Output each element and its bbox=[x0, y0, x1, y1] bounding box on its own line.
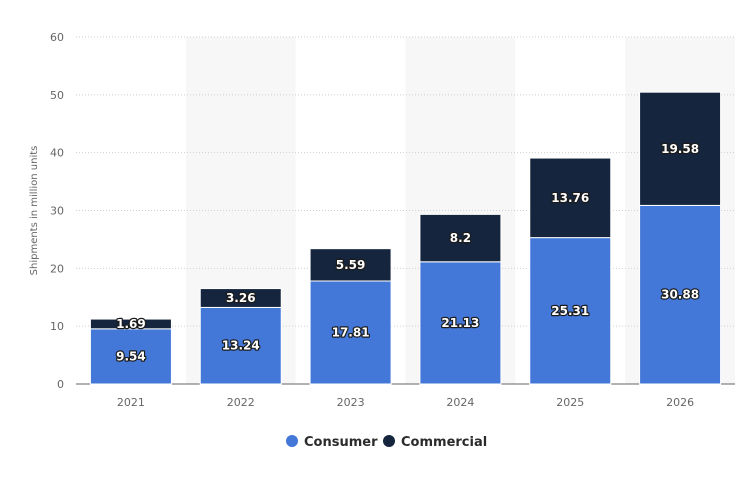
bar-commercial-2022 bbox=[199, 288, 282, 308]
y-tick-label: 60 bbox=[50, 31, 64, 44]
data-label-consumer-2026: 30.88 bbox=[661, 288, 699, 302]
bar-commercial-2023 bbox=[309, 248, 392, 282]
legend-marker-consumer bbox=[286, 435, 298, 447]
bars bbox=[89, 91, 722, 385]
x-tick-label: 2024 bbox=[446, 396, 474, 409]
y-tick-label: 40 bbox=[50, 147, 64, 160]
x-tick-label: 2025 bbox=[556, 396, 584, 409]
data-label-consumer-2021: 9.54 bbox=[116, 349, 146, 363]
x-tick-label: 2026 bbox=[666, 396, 694, 409]
data-label-commercial-2021: 1.69 bbox=[116, 317, 146, 331]
y-tick-label: 20 bbox=[50, 262, 64, 275]
x-tick-label: 2022 bbox=[227, 396, 255, 409]
y-tick-label: 0 bbox=[57, 378, 64, 391]
data-label-commercial-2025: 13.76 bbox=[551, 191, 589, 205]
data-label-consumer-2024: 21.13 bbox=[441, 316, 479, 330]
y-tick-label: 30 bbox=[50, 205, 64, 218]
bar-commercial-2026 bbox=[639, 91, 722, 206]
bar-consumer-2025 bbox=[529, 237, 612, 385]
legend-label-consumer: Consumer bbox=[304, 435, 378, 450]
y-tick-label: 50 bbox=[50, 89, 64, 102]
legend: Consumer Commercial bbox=[286, 435, 487, 450]
bar-consumer-2023 bbox=[309, 280, 392, 385]
data-label-consumer-2025: 25.31 bbox=[551, 304, 589, 318]
bar-commercial-2021 bbox=[89, 318, 172, 330]
y-tick-label: 10 bbox=[50, 320, 64, 333]
bar-commercial-2024 bbox=[419, 213, 502, 263]
x-tick-label: 2021 bbox=[117, 396, 145, 409]
y-axis-title: Shipments in million units bbox=[29, 146, 40, 276]
legend-label-commercial: Commercial bbox=[401, 435, 487, 450]
data-label-commercial-2024: 8.2 bbox=[450, 231, 471, 245]
x-axis: 2021 2022 2023 2024 2025 2026 bbox=[117, 396, 694, 409]
bar-consumer-2021 bbox=[89, 328, 172, 385]
data-label-commercial-2026: 19.58 bbox=[661, 142, 699, 156]
y-axis: Shipments in million units 0 10 20 30 40 50 60 bbox=[29, 31, 64, 391]
value-labels: 9.54 1.69 13.24 3.26 17.81 5.59 21.13 8.2 25.31 1… bbox=[115, 141, 700, 365]
bar-consumer-2026 bbox=[639, 204, 722, 385]
data-label-commercial-2023: 5.59 bbox=[336, 258, 366, 272]
legend-marker-commercial bbox=[383, 435, 395, 447]
gridlines bbox=[76, 36, 735, 385]
x-tick-label: 2023 bbox=[337, 396, 365, 409]
data-label-consumer-2022: 13.24 bbox=[222, 339, 260, 353]
data-label-commercial-2022: 3.26 bbox=[226, 291, 256, 305]
bar-commercial-2025 bbox=[529, 157, 612, 239]
data-label-consumer-2023: 17.81 bbox=[332, 325, 370, 339]
